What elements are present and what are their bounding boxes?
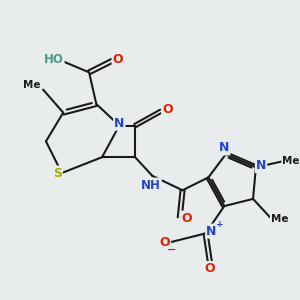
- Text: NH: NH: [141, 178, 161, 192]
- Text: HO: HO: [44, 53, 64, 66]
- Text: O: O: [162, 103, 172, 116]
- Text: +: +: [216, 220, 224, 229]
- Text: O: O: [182, 212, 192, 225]
- Text: S: S: [53, 167, 62, 179]
- Text: N: N: [206, 225, 217, 238]
- Text: Me: Me: [282, 156, 300, 166]
- Text: O: O: [112, 53, 123, 66]
- Text: N: N: [114, 117, 124, 130]
- Text: O: O: [159, 236, 170, 248]
- Text: Me: Me: [271, 214, 288, 224]
- Text: O: O: [205, 262, 215, 275]
- Text: N: N: [256, 159, 266, 172]
- Text: −: −: [167, 245, 176, 255]
- Text: Me: Me: [23, 80, 41, 90]
- Text: N: N: [219, 142, 230, 154]
